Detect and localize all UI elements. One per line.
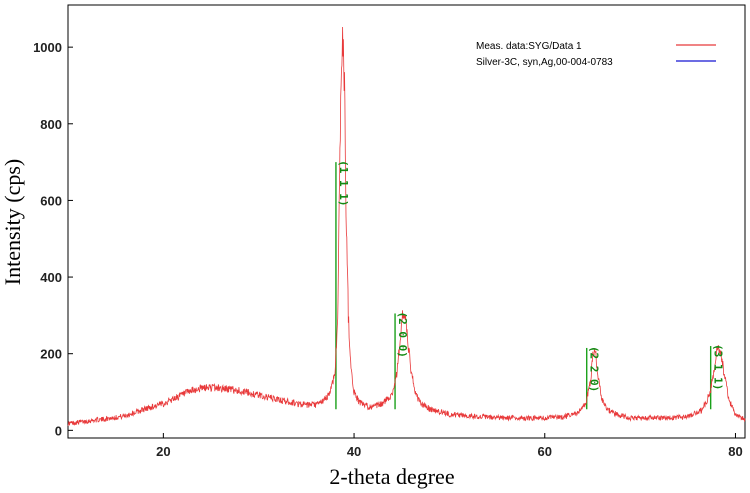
measured-data-line [67,26,746,426]
legend: Meas. data:SYG/Data 1 Silver-3C, syn,Ag,… [476,41,716,68]
peak-label: (3 1 1) [712,344,725,390]
y-axis-title: Intensity (cps) [0,159,25,285]
y-tick-label: 600 [40,193,62,208]
x-tick-label: 80 [728,444,742,459]
x-tick-label: 20 [156,444,170,459]
x-axis-title: 2-theta degree [329,464,454,489]
peak-label: (2 0 0) [396,311,409,357]
y-tick-label: 200 [40,347,62,362]
plot-frame [67,4,746,439]
y-tick-label: 400 [40,270,62,285]
y-tick-label: 0 [55,423,62,438]
legend-entry-reference-label: Silver-3C, syn,Ag,00-004-0783 [476,57,613,68]
legend-entry-measured-label: Meas. data:SYG/Data 1 [476,41,582,52]
measured-data-series [67,26,746,426]
peak-labels: (1 1 1) (2 0 0) (2 2 0) (3 1 1) [337,160,725,392]
peak-label: (1 1 1) [337,160,350,206]
y-tick-label: 1000 [33,40,62,55]
x-tick-label: 40 [347,444,361,459]
reference-peaks [335,162,712,410]
x-tick-label: 60 [538,444,552,459]
y-tick-label: 800 [40,117,62,132]
peak-label: (2 2 0) [588,346,601,392]
